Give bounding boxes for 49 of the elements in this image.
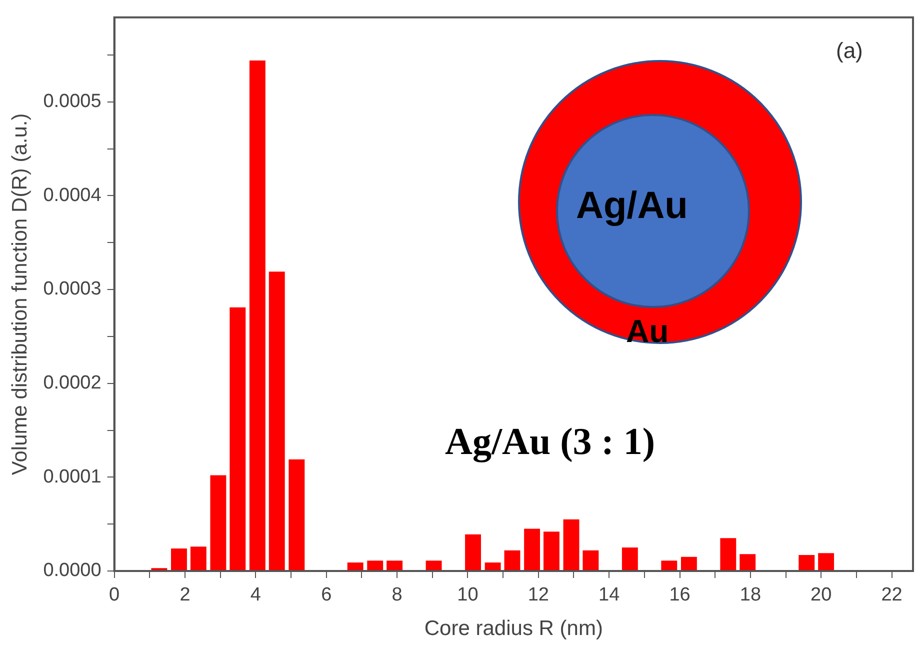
bar [426, 560, 442, 570]
bar [720, 538, 736, 570]
bar [563, 519, 580, 570]
bar [210, 475, 226, 570]
x-tick-label: 8 [392, 584, 402, 606]
bar [386, 560, 403, 570]
x-tick-label: 4 [250, 584, 262, 606]
y-tick-label: 0.0002 [43, 372, 102, 394]
bar [680, 556, 697, 570]
annotation: (a) [836, 38, 863, 64]
bar [268, 272, 285, 570]
bar [524, 528, 540, 570]
bar [367, 560, 384, 570]
x-tick-label: 20 [810, 584, 832, 606]
bar [818, 553, 834, 570]
y-axis-title: Volume distribution function D(R) (a.u.) [8, 113, 32, 476]
bar [582, 550, 599, 570]
y-tick-label: 0.0001 [43, 466, 102, 488]
bar [249, 60, 266, 570]
x-axis-title: Core radius R (nm) [424, 617, 603, 640]
annotation: Ag/Au (3 : 1) [445, 420, 656, 464]
x-tick-label: 22 [881, 584, 902, 606]
x-tick-label: 16 [669, 584, 690, 606]
bar [622, 548, 638, 570]
x-tick-label: 12 [528, 584, 549, 606]
y-tick-label: 0.0003 [43, 278, 102, 300]
bar [484, 562, 501, 570]
bar [740, 554, 756, 570]
bar [190, 546, 206, 570]
bar [798, 555, 815, 570]
x-tick-label: 6 [321, 584, 332, 606]
bar [504, 550, 520, 570]
x-tick-label: 0 [109, 584, 120, 606]
y-tick-label: 0.0004 [43, 184, 102, 206]
y-tick-label: 0.0005 [43, 91, 102, 112]
bar [288, 459, 305, 570]
annotation: Ag/Au [576, 185, 688, 228]
bar [544, 532, 560, 570]
y-tick-label: 0.0000 [43, 560, 102, 582]
bar [230, 307, 246, 570]
x-tick-label: 18 [740, 584, 762, 606]
bar [661, 560, 678, 570]
bar [347, 562, 364, 570]
x-tick-label: 10 [457, 584, 478, 606]
annotation: Au [626, 313, 669, 350]
bar [465, 534, 481, 570]
x-tick-label: 14 [598, 584, 620, 606]
x-tick-label: 2 [180, 584, 190, 606]
bar [171, 548, 187, 570]
